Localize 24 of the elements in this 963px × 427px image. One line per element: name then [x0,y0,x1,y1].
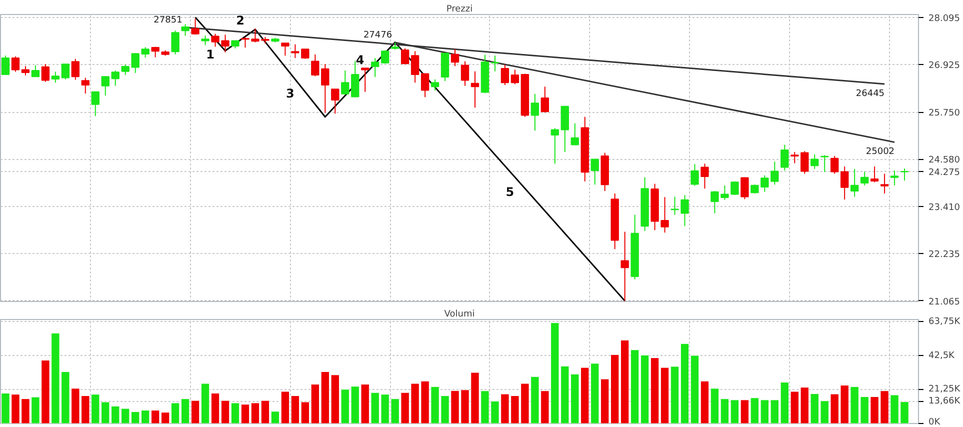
y-tick-label: 13,66K [928,396,962,407]
y-tick-label: 24.580 [928,156,960,166]
annotation: 4 [356,53,364,68]
data-label: 27851 [154,15,182,26]
annotation: 1 [206,48,214,62]
y-tick-label: 23.410 [928,202,960,213]
annotation: 3 [286,86,294,101]
y-tick-label: 21.065 [928,297,960,308]
data-label: 27476 [363,30,392,40]
data-label: 26445 [856,89,885,100]
chart-title: Volumi [444,310,475,320]
y-tick-label: 63,75K [928,316,962,327]
annotation: 5 [506,185,514,200]
annotation: 2 [236,14,244,28]
y-tick-label: 28.095 [928,14,960,24]
y-tick-label: 42,5K [928,350,956,361]
y-tick-label: 21,25K [928,384,962,395]
y-tick-label: 0K [928,418,942,427]
y-tick-label: 26.925 [928,61,960,72]
y-tick-label: 22.235 [928,250,960,260]
y-tick-label: 24.275 [928,168,960,178]
chart-title: Prezzi [446,4,473,14]
y-tick-label: 25.750 [928,108,960,119]
data-label: 25002 [866,147,895,158]
